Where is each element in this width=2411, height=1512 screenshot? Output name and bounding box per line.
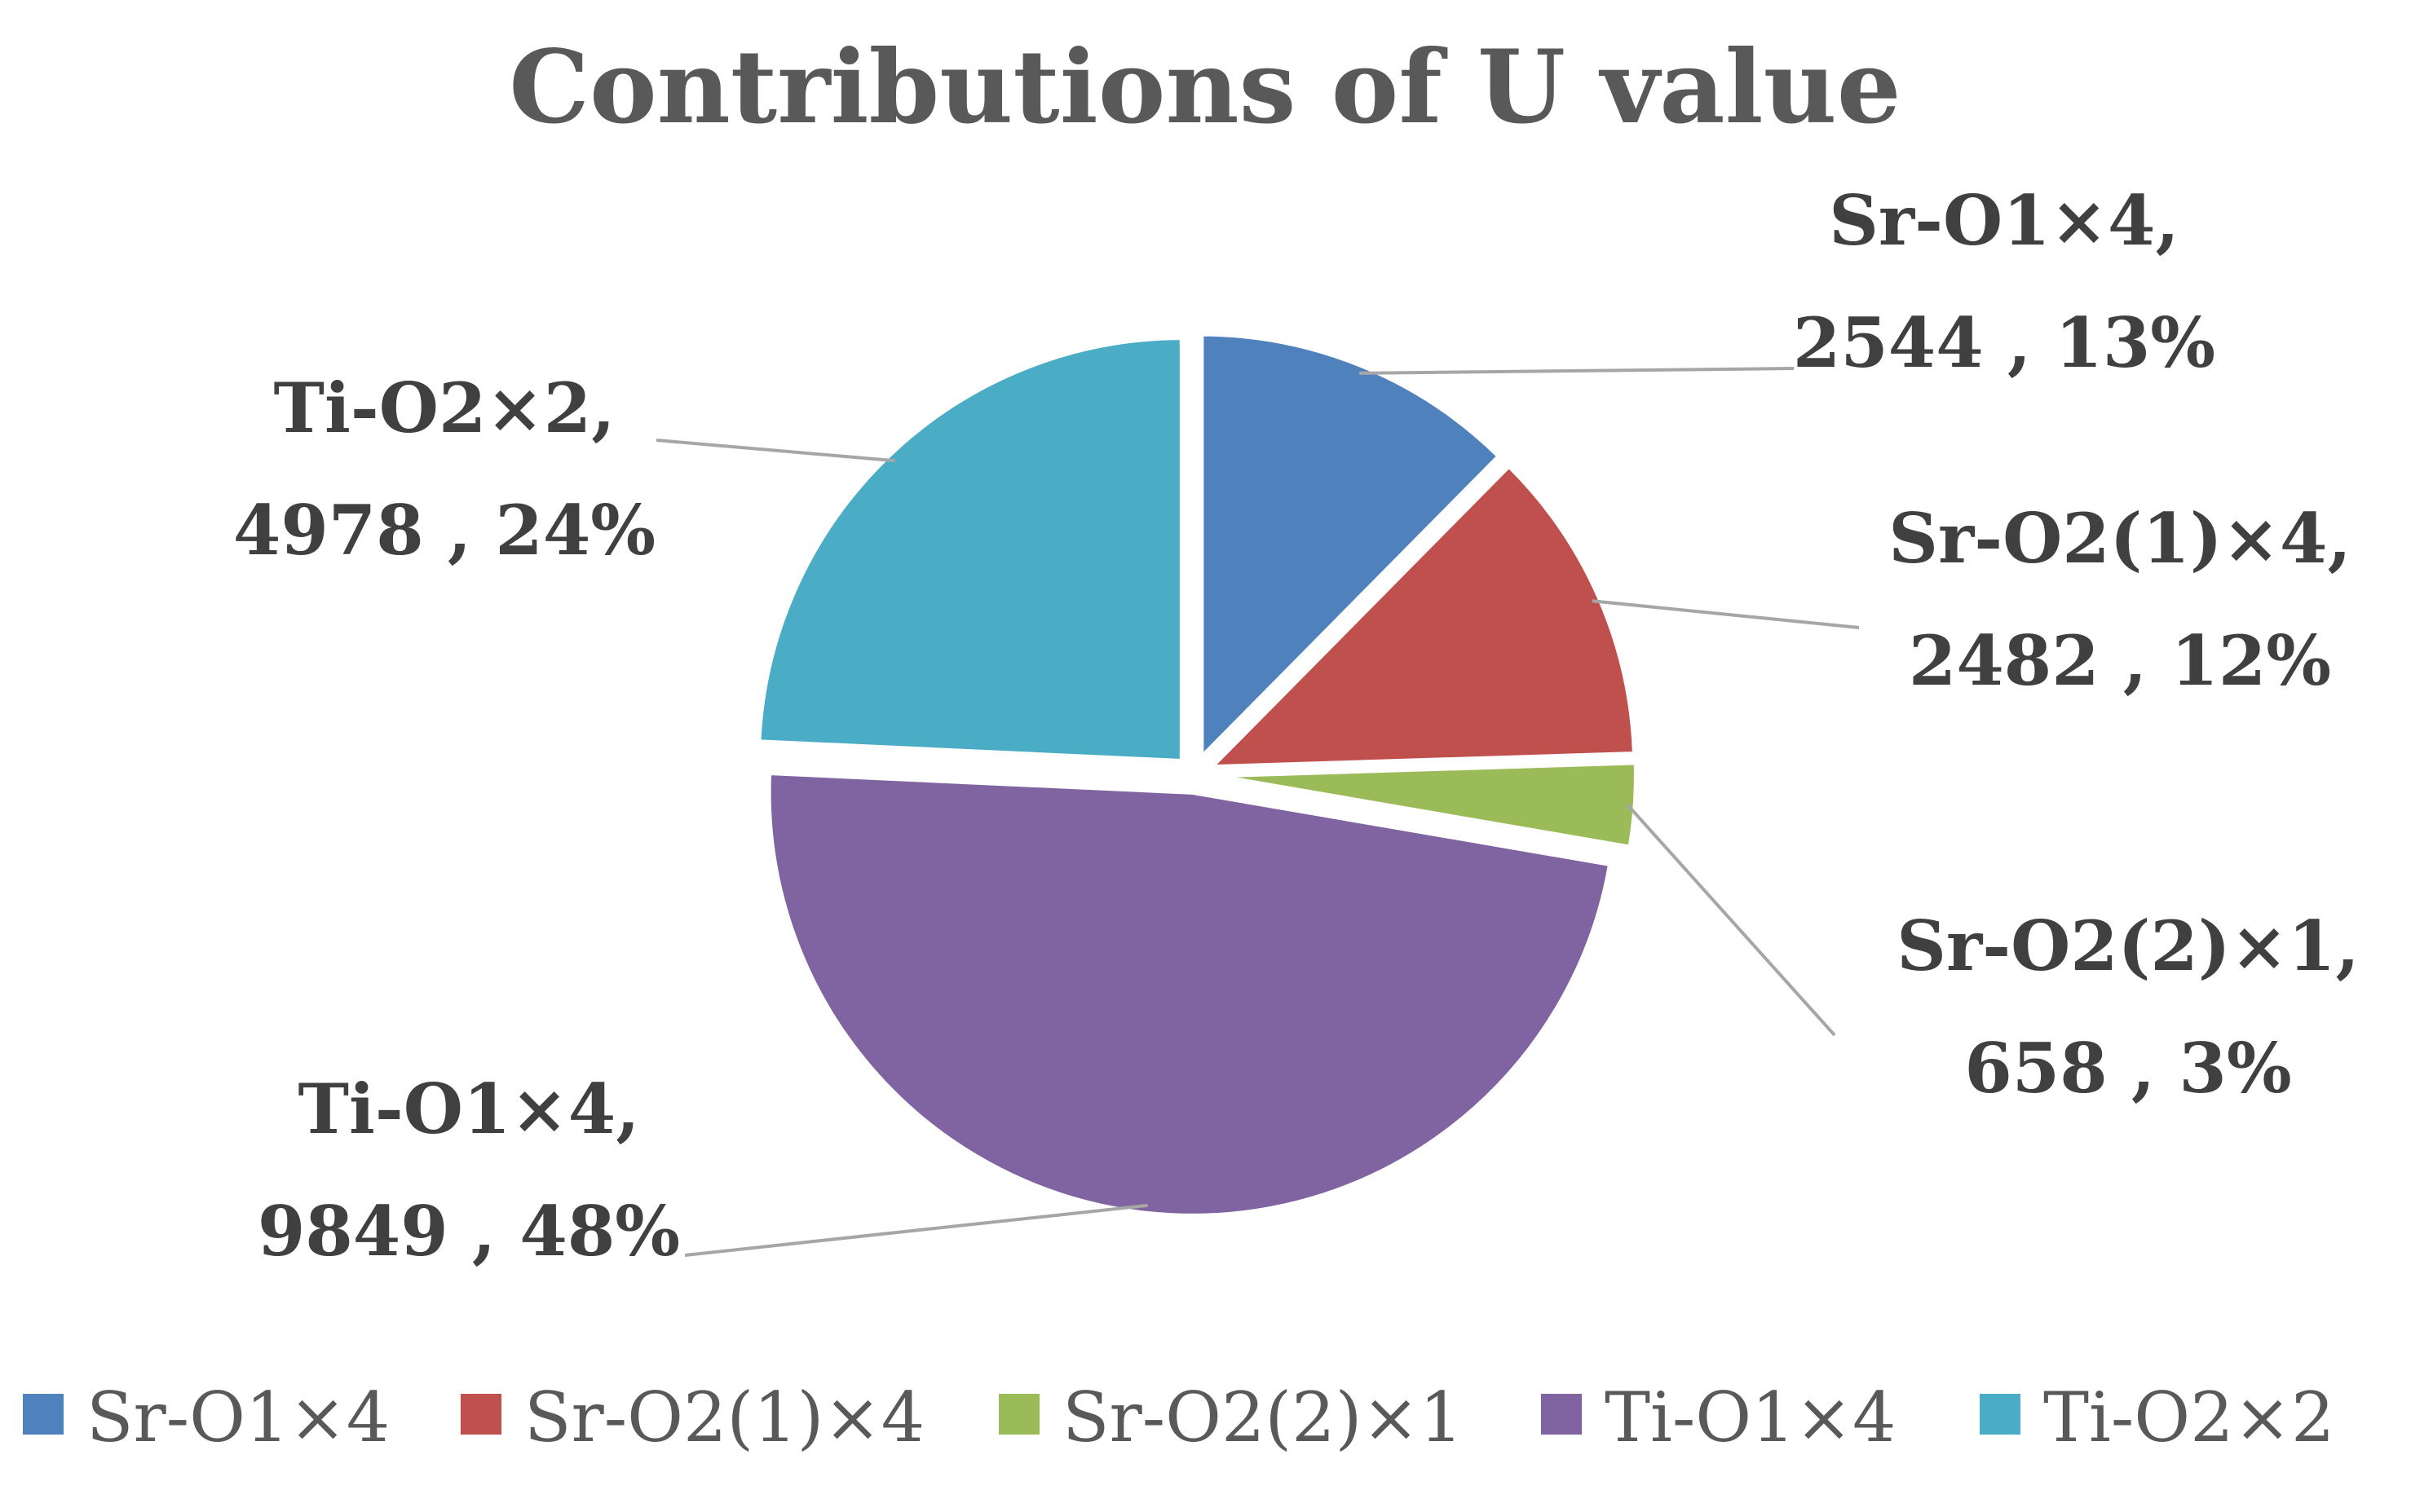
leader-line-ti-o2x2 [656, 439, 895, 463]
data-label-ti-o1x4-value: 9849 , 48% [258, 1191, 680, 1272]
legend-label-sr-o2-1-x4: Sr-O2(1)×4 [524, 1378, 925, 1457]
legend-swatch-ti-o2x2 [1980, 1394, 2020, 1435]
data-label-sr-o1x4-name: Sr-O1×4, [1829, 180, 2179, 261]
pie-slice-sr-o2-2-x1 [1212, 760, 1639, 851]
data-label-sr-o2-2-x1-value: 658 , 3% [1964, 1028, 2291, 1109]
pie-slice-sr-o2-1-x4 [1204, 462, 1638, 770]
leader-line-sr-o2-2-x1 [1626, 803, 1836, 1037]
legend-label-ti-o2x2: Ti-O2×2 [2043, 1378, 2334, 1457]
legend-swatch-sr-o2-2-x1 [999, 1394, 1040, 1435]
pie-slices [756, 331, 1639, 1219]
leader-line-ti-o1x4 [684, 1203, 1148, 1257]
leader-lines [656, 367, 1860, 1257]
data-label-sr-o2-1-x4-value: 2482 , 12% [1909, 620, 2331, 701]
data-label-sr-o1x4-value: 2544 , 13% [1793, 302, 2215, 383]
data-label-ti-o2x2-name: Ti-O2×2, [274, 368, 616, 448]
data-labels: Sr-O1×4, 2544 , 13% Sr-O2(1)×4, 2482 , 12% S… [233, 180, 2360, 1272]
legend-label-ti-o1x4: Ti-O1×4 [1605, 1378, 1896, 1457]
data-label-ti-o1x4-name: Ti-O1×4, [298, 1069, 640, 1149]
data-label-sr-o2-2-x1-name: Sr-O2(2)×1, [1897, 906, 2359, 986]
pie-slice-ti-o1x4 [766, 769, 1614, 1219]
leader-line-sr-o2-1-x4 [1592, 599, 1860, 629]
data-label-sr-o2-1-x4-name: Sr-O2(1)×4, [1888, 498, 2351, 579]
legend-swatch-sr-o2-1-x4 [461, 1394, 501, 1435]
legend-swatch-ti-o1x4 [1541, 1394, 1582, 1435]
legend: Sr-O1×4 Sr-O2(1)×4 Sr-O2(2)×1 Ti-O1×4 Ti-O2×… [23, 1378, 2334, 1457]
legend-label-sr-o1x4: Sr-O1×4 [86, 1378, 390, 1457]
legend-swatch-sr-o1x4 [23, 1394, 64, 1435]
pie-slice-ti-o2x2 [756, 335, 1185, 765]
data-label-ti-o2x2-value: 4978 , 24% [233, 490, 656, 571]
leader-line-sr-o1x4 [1359, 367, 1795, 375]
pie-slice-sr-o1x4 [1199, 331, 1504, 764]
chart-title: Contributions of U value [509, 29, 1901, 147]
legend-label-sr-o2-2-x1: Sr-O2(2)×1 [1062, 1378, 1463, 1457]
